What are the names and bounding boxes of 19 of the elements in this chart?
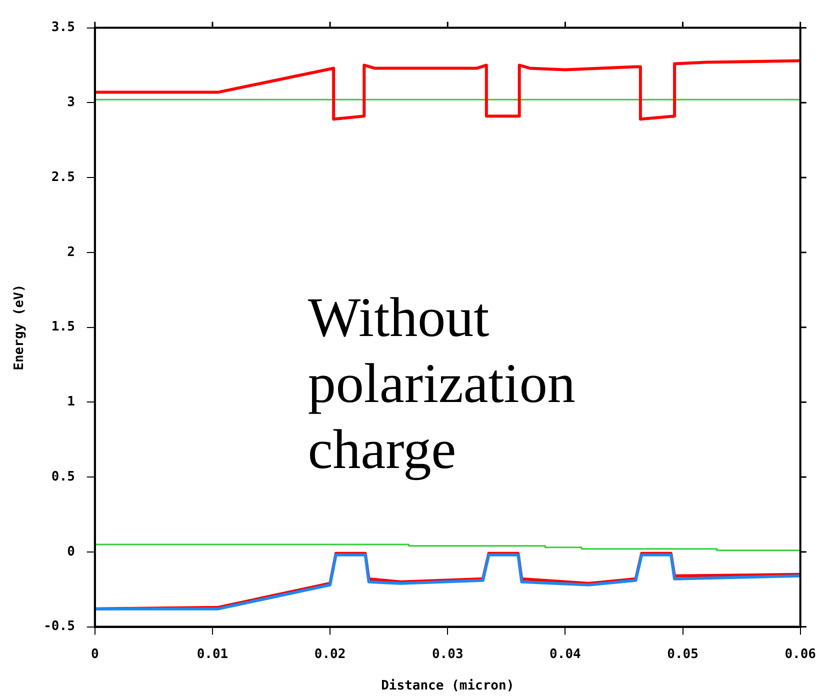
y-tick-label: 2.5	[51, 170, 75, 185]
y-tick-label: 1.5	[51, 320, 75, 335]
y-tick-label: 0.5	[51, 469, 75, 484]
x-tick-label: 0.01	[196, 646, 228, 662]
y-tick-label: 2	[67, 244, 75, 260]
x-axis-title: Distance (micron)	[381, 678, 514, 694]
y-tick-label: 3.5	[51, 20, 75, 36]
x-tick-label: 0.05	[667, 646, 698, 662]
x-tick-label: 0.06	[784, 646, 816, 662]
y-tick-label: 0	[67, 544, 76, 560]
x-tick-label: 0.03	[432, 646, 464, 662]
x-tick-label: 0.02	[314, 646, 346, 662]
y-tick-label: 1	[67, 394, 76, 410]
x-tick-label: 0	[90, 646, 99, 662]
y-tick-label: -0.5	[44, 619, 75, 634]
x-tick-label: 0.04	[550, 646, 582, 662]
y-axis-title: Energy (eV)	[12, 284, 28, 370]
y-tick-label: 3	[67, 95, 75, 110]
annotation: Without polarization charge	[308, 286, 576, 481]
